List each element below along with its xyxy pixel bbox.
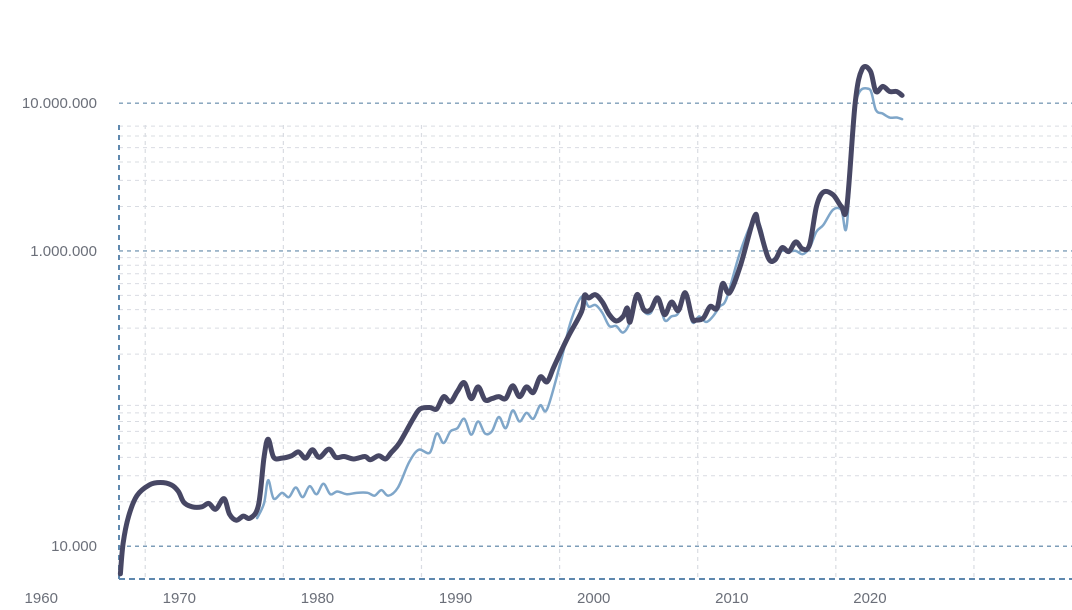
axes (118, 125, 1072, 580)
x-tick-label: 1980 (301, 590, 334, 607)
tick-labels: 1960 1970 1980 1990 2000 2010 2020 10.000 1.000.… (22, 95, 887, 607)
series-line-light (255, 86, 904, 520)
x-tick-label: 1960 (25, 590, 58, 607)
x-tick-label: 2010 (715, 590, 748, 607)
y-tick-label: 1.000.000 (30, 243, 97, 260)
x-tick-label: 2000 (577, 590, 610, 607)
x-tick-label: 1970 (163, 590, 196, 607)
x-tick-label: 1990 (439, 590, 472, 607)
y-tick-label: 10.000 (51, 538, 97, 555)
x-tick-label: 2020 (853, 590, 886, 607)
series-line-dark (117, 64, 905, 577)
y-tick-label: 10.000.000 (22, 95, 97, 112)
series-lines (117, 64, 905, 577)
